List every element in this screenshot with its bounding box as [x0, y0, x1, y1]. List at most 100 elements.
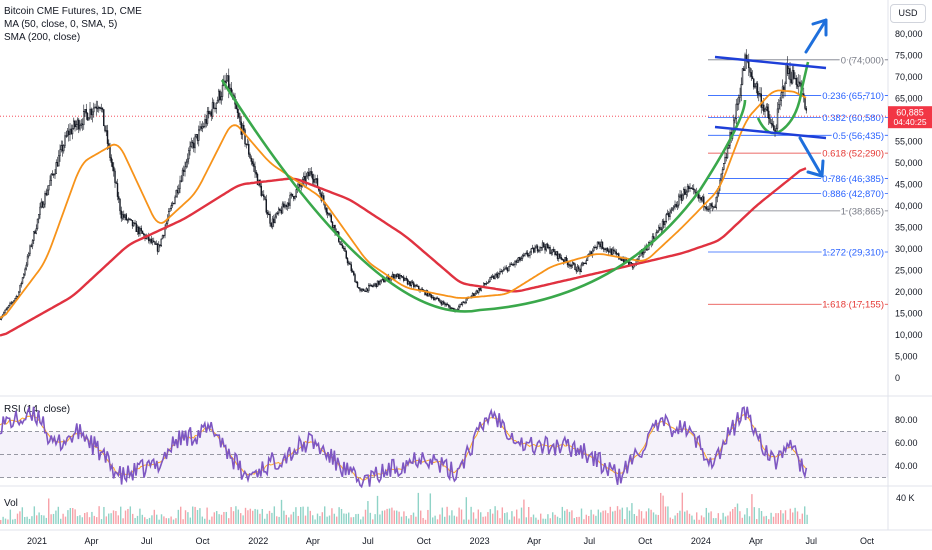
candle — [113, 166, 115, 172]
candle — [403, 276, 405, 281]
y-tick-label: 5,000 — [895, 352, 918, 362]
candle — [68, 130, 70, 135]
candle — [76, 119, 79, 125]
candle — [64, 135, 66, 146]
volume-bar — [463, 519, 465, 524]
candle — [795, 77, 797, 85]
candle — [310, 171, 312, 175]
candle — [646, 249, 649, 251]
candle — [593, 246, 595, 252]
volume-bar — [566, 509, 568, 524]
candle — [243, 124, 245, 131]
candle — [176, 189, 179, 194]
candle — [474, 293, 476, 296]
candle — [680, 194, 682, 201]
candle — [361, 288, 364, 291]
candle — [494, 274, 496, 279]
candle — [570, 265, 572, 267]
volume-bar — [0, 519, 2, 524]
volume-bar — [110, 513, 112, 524]
volume-bar — [252, 510, 254, 524]
y-tick-label: 15,000 — [895, 309, 923, 319]
candle — [203, 126, 205, 128]
candle — [179, 180, 181, 189]
candle — [261, 194, 264, 196]
candle — [704, 206, 706, 208]
candle — [663, 220, 665, 226]
volume-bar — [736, 503, 739, 524]
candle — [514, 260, 516, 265]
y-tick-label: 25,000 — [895, 266, 923, 276]
candle — [105, 130, 107, 132]
candle — [556, 251, 559, 259]
candle — [431, 297, 434, 299]
volume-bar — [595, 515, 597, 524]
volume-bar — [254, 508, 256, 524]
candle — [614, 250, 616, 253]
candle — [71, 128, 74, 135]
volume-bar — [436, 519, 439, 524]
volume-bar — [715, 518, 717, 524]
candle — [688, 186, 690, 190]
volume-bar — [504, 513, 506, 524]
volume-bar — [314, 519, 316, 524]
volume-bar — [765, 515, 768, 524]
volume-bar — [340, 508, 343, 524]
volume-bar — [14, 518, 16, 524]
volume-bar — [403, 511, 405, 524]
candle — [143, 233, 145, 235]
candle — [554, 251, 556, 255]
candle — [103, 109, 105, 127]
candle — [35, 228, 37, 234]
candle — [294, 196, 296, 199]
volume-bar — [770, 512, 772, 524]
candle — [441, 301, 444, 305]
volume-bar — [168, 518, 170, 524]
candle — [53, 174, 55, 176]
candle — [458, 306, 460, 310]
candle — [434, 298, 436, 300]
volume-bar — [465, 497, 468, 524]
candle — [129, 218, 131, 220]
volume-bar — [367, 501, 369, 524]
candle — [409, 281, 411, 286]
candle — [781, 86, 784, 93]
volume-bar — [513, 516, 516, 524]
candle — [329, 213, 331, 216]
candle — [119, 198, 121, 212]
candle — [796, 84, 799, 87]
candle — [295, 189, 297, 197]
candle — [169, 208, 171, 212]
candle — [748, 61, 750, 69]
candle — [185, 161, 187, 168]
volume-bar — [696, 512, 698, 524]
candle — [799, 81, 801, 84]
candle — [595, 246, 597, 249]
candle — [378, 280, 380, 285]
volume-bar — [626, 507, 628, 524]
volume-bar — [148, 517, 151, 524]
volume-bar — [187, 512, 189, 524]
candle — [363, 288, 365, 292]
candle — [23, 273, 25, 278]
candle — [784, 83, 786, 92]
fib-label: 1 (38,865) — [841, 206, 884, 217]
volume-bar — [568, 511, 571, 524]
candle — [621, 259, 624, 261]
candle — [700, 197, 702, 201]
candle — [578, 266, 580, 270]
candle — [208, 110, 210, 114]
volume-bar — [242, 515, 244, 524]
currency-button[interactable]: USD — [890, 4, 926, 23]
volume-bar — [158, 519, 160, 524]
volume-bar — [177, 509, 180, 524]
volume-bar — [571, 510, 573, 524]
candle — [85, 109, 87, 114]
volume-bar — [489, 509, 492, 524]
volume-bar — [537, 519, 540, 524]
candle — [126, 219, 129, 221]
candle — [568, 264, 570, 266]
candle — [10, 302, 12, 304]
volume-bar — [141, 514, 144, 524]
